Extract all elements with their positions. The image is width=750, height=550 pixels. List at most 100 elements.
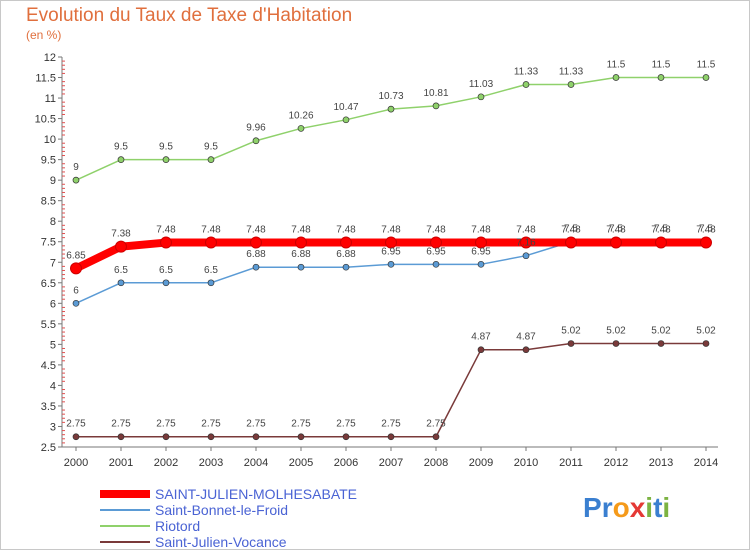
data-point: [612, 340, 620, 347]
x-tick-label: 2004: [244, 457, 268, 469]
data-point: [430, 236, 442, 249]
data-label: 4.87: [516, 332, 536, 343]
y-tick-label: 4: [50, 380, 56, 392]
data-label: 7.48: [201, 225, 221, 236]
data-point: [117, 279, 125, 287]
y-tick-label: 8.5: [41, 196, 56, 208]
x-tick-label: 2014: [694, 457, 718, 469]
logo-letter: i: [662, 492, 670, 523]
data-label: 5.02: [696, 326, 716, 337]
data-point: [205, 236, 217, 249]
data-label: 9.5: [159, 142, 173, 153]
data-label: 2.75: [66, 419, 86, 430]
data-label: 6: [73, 285, 79, 296]
data-point: [702, 340, 710, 347]
data-point: [522, 346, 530, 354]
x-tick-label: 2007: [379, 457, 403, 469]
x-tick-label: 2013: [649, 457, 673, 469]
data-point: [72, 299, 80, 307]
data-label: 11.33: [559, 67, 584, 78]
y-tick-label: 6.5: [41, 278, 56, 290]
data-point: [700, 236, 712, 249]
data-point: [340, 236, 352, 249]
data-point: [657, 340, 665, 347]
y-tick-label: 6: [50, 298, 56, 310]
data-label: 6.88: [336, 249, 356, 260]
data-label: 6.5: [204, 265, 218, 276]
legend-label: SAINT-JULIEN-MOLHESABATE: [155, 486, 357, 502]
logo-letter: o: [613, 492, 630, 523]
data-label: 7.48: [516, 225, 536, 236]
y-tick-label: 8: [50, 216, 56, 228]
data-label: 7.48: [561, 225, 581, 236]
data-point: [477, 260, 485, 268]
y-tick-label: 7: [50, 257, 56, 269]
x-tick-label: 2006: [334, 457, 358, 469]
data-label: 11.5: [697, 60, 716, 71]
chart-title: Evolution du Taux de Taxe d'Habitation: [26, 5, 353, 26]
y-tick-label: 10: [44, 134, 56, 146]
data-label: 5.02: [651, 326, 671, 337]
data-label: 4.87: [471, 332, 491, 343]
data-point: [565, 236, 577, 249]
data-label: 7.16: [516, 238, 536, 249]
data-point: [655, 236, 667, 249]
legend: SAINT-JULIEN-MOLHESABATESaint-Bonnet-le-…: [100, 486, 357, 550]
logo-letter: x: [630, 492, 646, 523]
data-label: 7.48: [651, 225, 671, 236]
data-label: 7.48: [156, 225, 176, 236]
data-label: 7.5: [609, 224, 623, 235]
y-tick-label: 2.5: [41, 442, 56, 454]
data-point: [252, 263, 260, 271]
chart-subtitle: (en %): [26, 28, 62, 42]
y-tick-label: 5: [50, 339, 56, 351]
data-point: [657, 74, 665, 81]
x-tick-label: 2000: [64, 457, 88, 469]
data-point: [432, 102, 440, 110]
data-label: 10.47: [333, 102, 358, 113]
x-tick-label: 2005: [289, 457, 313, 469]
data-label: 2.75: [426, 419, 446, 430]
data-label: 11.33: [514, 67, 539, 78]
data-label: 7.5: [564, 224, 578, 235]
y-tick-label: 9: [50, 175, 56, 187]
data-point: [342, 116, 350, 124]
data-label: 7.48: [696, 225, 716, 236]
proxiti-logo: Proxiti: [583, 492, 670, 523]
data-label: 9.96: [246, 123, 266, 134]
data-label: 7.38: [111, 229, 131, 240]
legend-label: Riotord: [155, 518, 200, 534]
data-label: 2.75: [201, 419, 221, 430]
data-point: [70, 262, 82, 275]
logo-letter: i: [645, 492, 653, 523]
data-label: 2.75: [336, 419, 356, 430]
data-label: 2.75: [381, 419, 401, 430]
logo-letter: P: [583, 492, 602, 523]
data-label: 5.02: [561, 326, 581, 337]
data-label: 6.5: [159, 265, 173, 276]
data-label: 2.75: [246, 419, 266, 430]
y-tick-label: 3: [50, 421, 56, 433]
data-label: 6.88: [246, 249, 266, 260]
x-tick-label: 2002: [154, 457, 178, 469]
logo-text: Proxiti: [583, 492, 670, 523]
data-point: [207, 156, 215, 163]
data-point: [477, 93, 485, 101]
data-point: [117, 156, 125, 163]
data-label: 11.5: [652, 60, 671, 71]
legend-label: Saint-Bonnet-le-Froid: [155, 502, 288, 518]
data-label: 6.85: [66, 250, 86, 261]
x-tick-label: 2008: [424, 457, 448, 469]
data-point: [250, 236, 262, 249]
data-point: [72, 433, 80, 441]
data-point: [117, 433, 125, 441]
data-point: [387, 260, 395, 268]
data-label: 2.75: [111, 419, 131, 430]
data-label: 6.95: [381, 246, 401, 257]
data-point: [475, 236, 487, 249]
x-tick-label: 2001: [109, 457, 133, 469]
data-point: [252, 433, 260, 441]
data-point: [522, 252, 530, 260]
logo-letter: t: [653, 492, 662, 523]
